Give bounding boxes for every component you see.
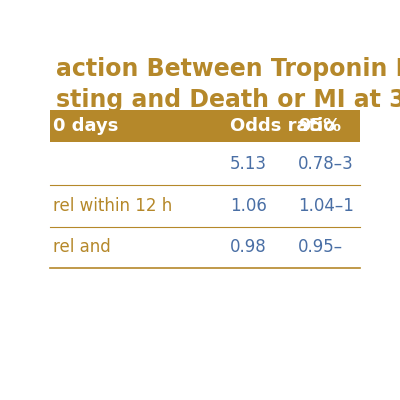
Text: rel and: rel and: [53, 238, 111, 256]
Text: action Between Troponin Le: action Between Troponin Le: [56, 57, 400, 81]
Text: 95%: 95%: [298, 117, 341, 135]
Text: 5.13: 5.13: [230, 155, 267, 173]
Text: 0.98: 0.98: [230, 238, 266, 256]
Bar: [50, 110, 360, 142]
Text: Odds ratio: Odds ratio: [230, 117, 335, 135]
Text: 1.04–1: 1.04–1: [298, 197, 354, 215]
Text: 0 days: 0 days: [53, 117, 118, 135]
Text: 1.06: 1.06: [230, 197, 267, 215]
Text: rel within 12 h: rel within 12 h: [53, 197, 172, 215]
Text: 0.78–3: 0.78–3: [298, 155, 354, 173]
Text: 0.95–: 0.95–: [298, 238, 343, 256]
Text: sting and Death or MI at 30: sting and Death or MI at 30: [56, 88, 400, 112]
